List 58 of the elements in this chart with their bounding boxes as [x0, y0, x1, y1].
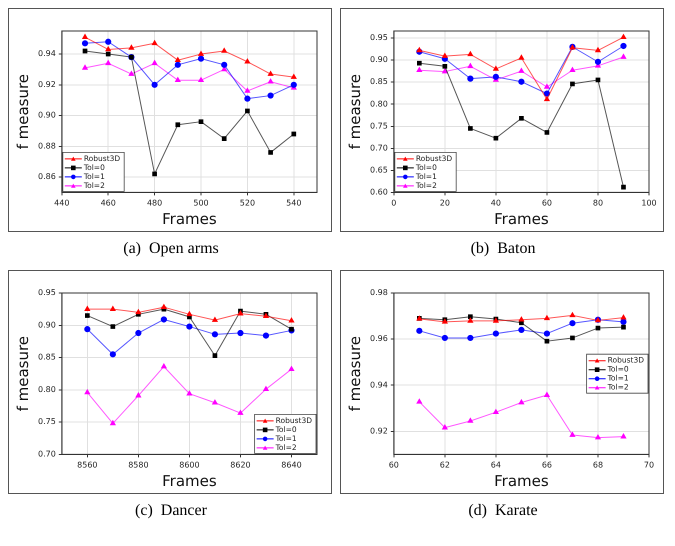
y-axis-title: f measure — [14, 74, 32, 150]
y-tick-label: 0.96 — [370, 334, 388, 344]
y-tick-label: 0.65 — [370, 165, 388, 174]
y-tick-label: 0.85 — [38, 352, 56, 362]
x-tick-label: 80 — [592, 198, 604, 208]
x-tick-label: 20 — [440, 198, 450, 208]
x-tick-label: 62 — [440, 460, 450, 470]
x-tick-label: 8640 — [281, 460, 302, 470]
y-tick-label: 0.86 — [38, 172, 56, 182]
x-tick-label: 40 — [490, 198, 501, 208]
y-tick-label: 0.70 — [370, 143, 388, 152]
x-tick-label: 70 — [644, 460, 654, 470]
x-tick-label: 0 — [391, 198, 396, 208]
x-tick-label: 500 — [193, 198, 209, 208]
y-axis-title: f measure — [346, 74, 364, 150]
y-tick-label: 0.90 — [38, 110, 56, 120]
y-tick-label: 0.92 — [38, 80, 56, 89]
x-tick-label: 8580 — [128, 460, 149, 470]
y-tick-label: 0.94 — [370, 380, 388, 390]
y-tick-label: 0.80 — [38, 384, 56, 394]
x-axis-title: Frames — [494, 472, 549, 490]
x-tick-label: 440 — [54, 198, 70, 208]
y-axis-title: f measure — [14, 336, 32, 412]
x-tick-label: 480 — [146, 198, 162, 208]
y-tick-label: 0.94 — [38, 49, 56, 58]
x-tick-label: 8600 — [179, 460, 200, 470]
x-axis-title: Frames — [162, 210, 217, 228]
y-tick-label: 0.75 — [38, 417, 56, 426]
y-axis-title: f measure — [346, 336, 364, 412]
y-tick-label: 0.85 — [370, 77, 388, 86]
text: (b) Baton — [470, 240, 536, 259]
y-tick-label: 0.90 — [370, 55, 388, 64]
x-tick-label: 460 — [100, 198, 116, 208]
y-tick-label: 0.80 — [370, 99, 388, 108]
y-tick-label: 0.90 — [38, 320, 56, 330]
y-tick-label: 0.92 — [370, 426, 388, 436]
text: (a) Open arms — [122, 240, 220, 259]
y-tick-label: 0.95 — [370, 33, 388, 42]
y-tick-label: 0.75 — [370, 121, 388, 130]
y-tick-label: 0.88 — [38, 141, 56, 150]
x-tick-label: 64 — [490, 460, 501, 470]
x-tick-label: 8620 — [230, 460, 251, 470]
x-axis-title: Frames — [162, 472, 217, 490]
x-tick-label: 66 — [542, 460, 552, 470]
y-tick-label: 0.98 — [370, 288, 388, 298]
y-tick-label: 0.70 — [38, 449, 56, 458]
x-tick-label: 540 — [286, 198, 302, 208]
y-tick-label: 0.95 — [38, 288, 56, 298]
x-tick-label: 100 — [641, 198, 657, 208]
x-tick-label: 60 — [388, 460, 399, 470]
x-tick-label: 520 — [240, 198, 256, 208]
x-tick-label: 8560 — [77, 460, 98, 470]
y-tick-label: 0.60 — [370, 187, 388, 196]
text: (c) Dancer — [134, 502, 208, 521]
text: (d) Karate — [467, 502, 539, 521]
x-tick-label: 68 — [592, 460, 604, 470]
x-tick-label: 60 — [542, 198, 552, 208]
x-axis-title: Frames — [494, 210, 549, 228]
